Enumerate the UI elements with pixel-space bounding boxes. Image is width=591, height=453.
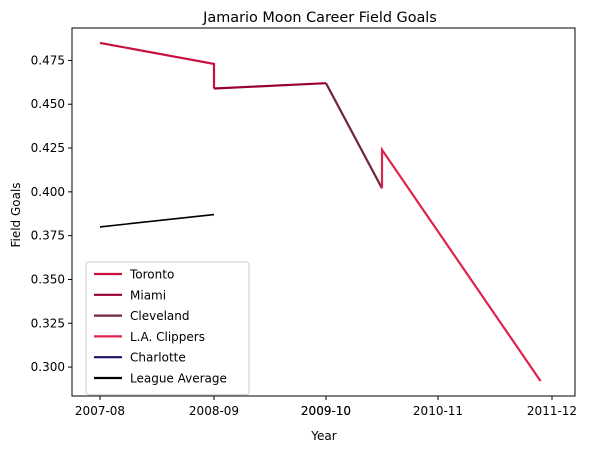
y-tick-label: 0.300 [31, 360, 65, 374]
plot-frame [71, 27, 576, 397]
plot-lines [99, 41, 542, 382]
y-tick-label: 0.400 [31, 185, 65, 199]
x-tick-label: 2007-08 [75, 404, 125, 418]
series-line-league-average [99, 213, 215, 228]
series-line-l-a-clippers [380, 146, 542, 382]
series-line-miami [213, 82, 327, 90]
y-tick-label: 0.450 [31, 97, 65, 111]
x-tick-label: 2008-09 [189, 404, 239, 418]
y-axis: 0.300 0.325 0.350 0.375 0.400 0.425 0.450 0.475 [31, 53, 72, 374]
chart-title: Jamario Moon Career Field Goals [202, 10, 437, 26]
legend-label: L.A. Clippers [130, 330, 205, 344]
x-axis-label: Year [310, 429, 336, 443]
legend-label: Miami [130, 288, 166, 302]
y-tick-label: 0.325 [31, 316, 65, 330]
x-tick-label: 2009-10 [301, 404, 351, 418]
x-tick-label: 2011-12 [527, 404, 577, 418]
series-line-cleveland [325, 82, 383, 189]
y-tick-label: 0.425 [31, 141, 65, 155]
y-tick-label: 0.375 [31, 229, 65, 243]
legend-box [85, 261, 250, 396]
x-tick-label: 2009-10 [301, 404, 351, 418]
series-line-toronto [99, 41, 216, 89]
legend-label: Cleveland [130, 309, 190, 323]
legend-label: League Average [130, 372, 227, 386]
legend-label: Toronto [129, 268, 174, 282]
x-tick-label: 2010-11 [413, 404, 463, 418]
y-axis-label: Field Goals [9, 182, 23, 247]
legend: Toronto Miami Cleveland L.A. Clippers Charlo… [85, 261, 250, 396]
y-tick-label: 0.475 [31, 53, 65, 67]
y-tick-label: 0.350 [31, 272, 65, 286]
legend-label: Charlotte [130, 351, 186, 365]
